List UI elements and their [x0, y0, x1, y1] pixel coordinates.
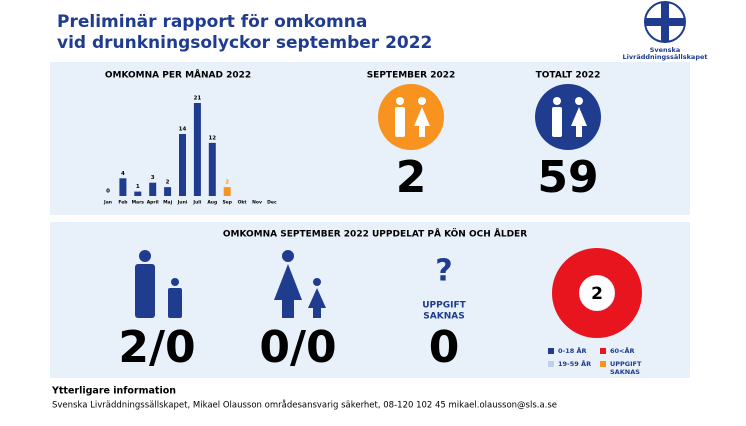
label: SEPTEMBER 2022	[367, 71, 456, 81]
footer-heading: Ytterligare information	[51, 386, 176, 397]
bar	[208, 142, 216, 196]
bar	[164, 187, 172, 196]
footer-text: Svenska Livräddningssällskapet, Mikael O…	[52, 400, 557, 411]
section-title: OMKOMNA SEPTEMBER 2022 UPPDELAT PÅ KÖN O…	[223, 229, 527, 240]
x-tick-label: Okt	[238, 200, 248, 206]
chart-title: OMKOMNA PER MÅNAD 2022	[105, 70, 251, 81]
value-label: 14	[179, 127, 187, 133]
value-label: 4	[121, 171, 125, 177]
value-label: 21	[194, 96, 202, 102]
x-tick-label: Juni	[177, 200, 188, 206]
bar	[223, 187, 231, 196]
big-number: 0/0	[259, 322, 336, 373]
legend-label: 0-18 ÅR	[558, 346, 587, 355]
x-tick-label: Juli	[192, 200, 201, 206]
legend-label: 19-59 ÅR	[558, 359, 591, 368]
gender-icons	[135, 250, 326, 318]
legend-swatch	[548, 348, 554, 354]
label: UPPGIFT	[422, 301, 466, 311]
x-tick-label: Feb	[118, 200, 128, 206]
big-number: 2/0	[118, 322, 195, 373]
icon-circle	[535, 84, 601, 150]
value-label: 0	[106, 189, 110, 195]
donut-center	[580, 276, 614, 310]
label: TOTALT 2022	[536, 71, 601, 81]
value-label: 12	[208, 135, 216, 141]
x-tick-label: Jan	[103, 200, 112, 206]
value-label: 1	[136, 184, 140, 190]
bar	[179, 134, 186, 196]
x-tick-label: Nov	[252, 200, 262, 206]
bar	[134, 191, 142, 196]
label: SAKNAS	[423, 312, 464, 322]
value-label: 3	[151, 175, 155, 181]
icon-circle	[378, 84, 444, 150]
x-tick-label: Dec	[267, 200, 277, 206]
bar	[119, 178, 127, 196]
value-label: 2	[225, 180, 229, 186]
title: Preliminär rapport för omkomna	[57, 12, 367, 32]
donut-segment	[552, 248, 642, 338]
logo	[644, 1, 686, 43]
big-number: 59	[537, 152, 598, 203]
big-number: 0	[429, 322, 460, 373]
value-label: 2	[166, 180, 170, 186]
x-tick-label: Maj	[163, 200, 173, 206]
legend-swatch	[600, 361, 606, 367]
logo-text: Livräddningssällskapet	[623, 53, 708, 61]
x-tick-label: Mars	[132, 200, 145, 206]
donut-total: 2	[591, 284, 603, 304]
x-tick-label: Sep	[222, 200, 232, 206]
bar	[193, 103, 201, 196]
logo-text: Svenska	[650, 46, 681, 54]
legend-label: UPPGIFT SAKNAS	[610, 360, 642, 376]
x-tick-label: April	[147, 200, 159, 206]
legend-swatch	[548, 361, 554, 367]
people-icon	[395, 97, 587, 137]
legend-label: 60<ÅR	[610, 346, 635, 355]
big-number: 2	[396, 152, 427, 203]
bar	[149, 182, 157, 196]
legend-swatch	[600, 348, 606, 354]
question-icon: ?	[435, 254, 452, 289]
x-tick-label: Aug	[207, 200, 217, 206]
title: vid drunkningsolyckor september 2022	[57, 33, 432, 53]
